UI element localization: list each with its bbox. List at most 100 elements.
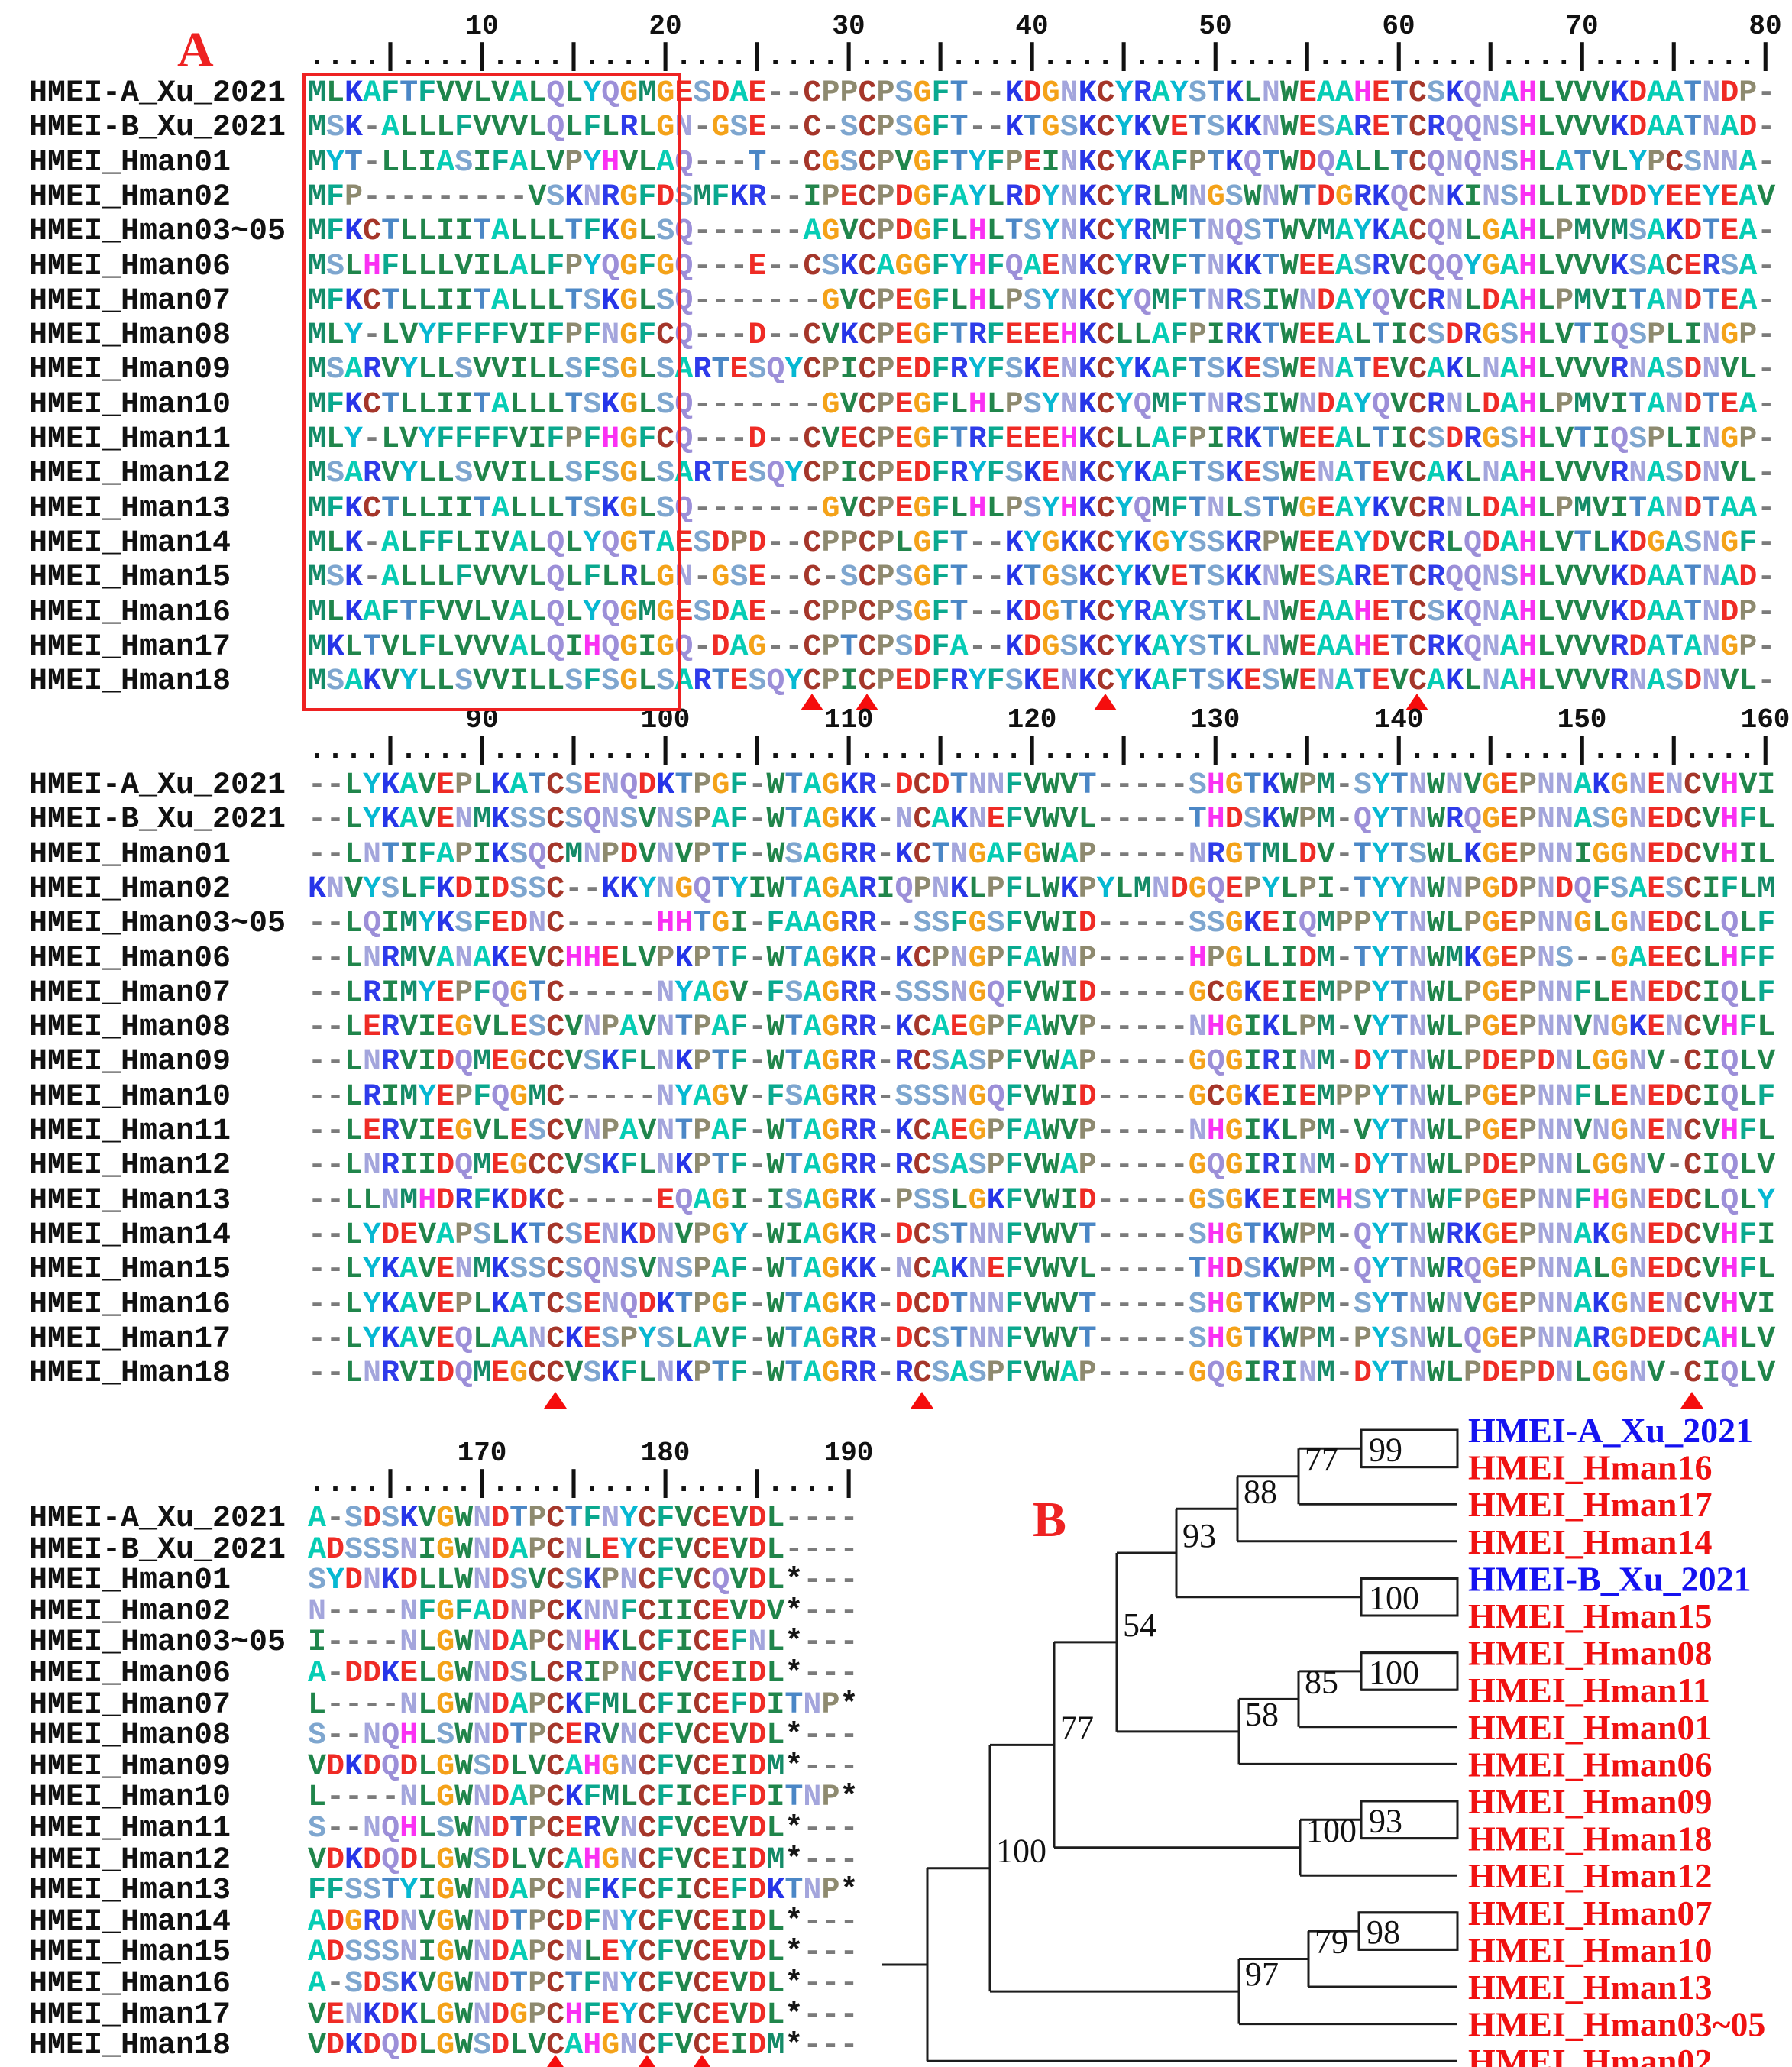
leaf-label: HMEI_Hman11 xyxy=(1468,1671,1710,1710)
ruler-number: 160 xyxy=(1740,704,1790,736)
sequence-row: --LYKAVEPLKATCSENQDKTPGF-WTAGKR-DCDTNNFV… xyxy=(308,1287,1776,1322)
sequence-row: N----NFGFADNPCKNNFCIICEVDV*--- xyxy=(308,1594,859,1629)
sequence-name-label: HMEI_Hman17 xyxy=(29,629,231,665)
leaf-label: HMEI_Hman17 xyxy=(1468,1485,1712,1524)
sequence-row: ADSSSNIGWNDAPCNLEYCFVCEVDL---- xyxy=(308,1532,859,1567)
bootstrap-value: 100 xyxy=(996,1832,1046,1870)
sequence-name-label: HMEI_Hman03~05 xyxy=(29,907,286,942)
sequence-row: A-SDSKVGWNDTPCTFNYCFVCEVDL*--- xyxy=(308,1967,859,2001)
sequence-row: MFKCTLLIITALLLTFKGLSQ------AGVCPDGFLHLTS… xyxy=(308,215,1776,250)
conserved-cysteine-marker-icon xyxy=(691,2055,713,2067)
leaf-label: HMEI_Hman12 xyxy=(1468,1856,1712,1895)
sequence-row: --LYKAVEQLAANCKESPYSLAVF-WTAGRR-DCSTNNFV… xyxy=(308,1321,1776,1357)
sequence-name-label: HMEI_Hman09 xyxy=(29,1045,231,1080)
sequence-name-label: HMEI_Hman02 xyxy=(29,180,231,215)
sequence-row: --LYDEVAPSLKTCSENKDNVPGY-WIAGKR-DCSTNNFV… xyxy=(308,1218,1776,1253)
sequence-row: MLK-ALFFLIVALQLYQGTAESDPD--CPPCPLGFT--KY… xyxy=(308,526,1776,561)
ruler-number: 180 xyxy=(640,1438,691,1469)
ruler-number: 50 xyxy=(1198,11,1232,42)
leaf-label: HMEI-B_Xu_2021 xyxy=(1468,1559,1752,1598)
sequence-name-label: HMEI-A_Xu_2021 xyxy=(29,1502,286,1536)
sequence-name-label: HMEI_Hman08 xyxy=(29,1719,231,1754)
sequence-row: --LNRVIDQMEGCCVSKFLNKPTF-WTAGRR-RCSASPFV… xyxy=(308,1045,1776,1080)
sequence-name-label: HMEI_Hman14 xyxy=(29,526,231,561)
sequence-name-label: HMEI-A_Xu_2021 xyxy=(29,76,286,111)
sequence-row: VENKDKLGWNDGPCHFEYCFVCEVDL*--- xyxy=(308,1997,859,2033)
sequence-row: FFSSTYIGWNDAPCNFKFCFICEFDKTNP* xyxy=(308,1874,859,1909)
sequence-row: MSK-ALLLFVVVLQLFLRLGN-GSE--C-SCPSGFT--KT… xyxy=(308,111,1776,146)
ruler-ticks: ....|....|....|....|....|....|....|....|… xyxy=(308,40,1775,74)
panel-a-label: A xyxy=(177,22,214,78)
ruler-number: 150 xyxy=(1557,704,1607,736)
sequence-row: --LRIMYEPFQGTC-----NYAGV-FSAGRR-SSSNGQFV… xyxy=(308,975,1776,1011)
sequence-name-label: HMEI_Hman14 xyxy=(29,1904,231,1939)
leaf-label: HMEI_Hman01 xyxy=(1468,1708,1712,1747)
sequence-name-label: HMEI_Hman07 xyxy=(29,283,231,319)
signal-peptide-highlight-box xyxy=(302,73,681,712)
sequence-name-label: HMEI_Hman13 xyxy=(29,1874,231,1909)
ruler-number: 120 xyxy=(1007,704,1057,736)
sequence-name-label: HMEI_Hman15 xyxy=(29,1253,231,1288)
sequence-name-label: HMEI_Hman18 xyxy=(29,2029,231,2064)
sequence-name-label: HMEI_Hman12 xyxy=(29,1149,231,1184)
sequence-row: MSAKVYLLSVVILLSFSGLSARTESQYCPICPEDFRYFSK… xyxy=(308,665,1776,700)
ruler-number: 10 xyxy=(465,11,499,42)
sequence-name-label: HMEI_Hman10 xyxy=(29,1781,231,1816)
sequence-row: MYT-LLIASIFALVPYHVLAQ---T--CGSCPVGFTYFPE… xyxy=(308,145,1776,180)
sequence-name-label: HMEI_Hman14 xyxy=(29,1218,231,1253)
sequence-row: MSARVYLLSVVILLSFSGLSARTESQYCPICPEDFRYFSK… xyxy=(308,457,1776,492)
conserved-cysteine-marker-icon xyxy=(544,2055,567,2067)
sequence-row: ADSSSNIGWNDAPCNLEYCFVCEVDL*--- xyxy=(308,1936,859,1971)
sequence-row: KNVYSLFKDIDSSC--KKYNGQTYIWTAGARIQPNKLPFL… xyxy=(308,872,1776,907)
conserved-cysteine-marker-icon xyxy=(636,2055,658,2067)
sequence-row: MSLHFLLLVILALFPYQGFGQ---E--CSKCAGGFYHFQA… xyxy=(308,249,1776,284)
panel-b-label: B xyxy=(1033,1492,1067,1548)
sequence-row: MFKCTLLIITALLLTSKGLSQ-------GVCPEGFLHLPS… xyxy=(308,387,1776,422)
bootstrap-value: 88 xyxy=(1244,1473,1277,1510)
ruler-number: 80 xyxy=(1748,11,1782,42)
sequence-row: --LRIMYEPFQGMC-----NYAGV-FSAGRR-SSSNGQFV… xyxy=(308,1079,1776,1114)
bootstrap-value: 58 xyxy=(1245,1696,1279,1733)
sequence-row: MLY-LVYFFFFVIFPFNGFCQ---D--CVKCPEGFTRFEE… xyxy=(308,319,1776,354)
bootstrap-value: 54 xyxy=(1123,1606,1156,1644)
sequence-name-label: HMEI-B_Xu_2021 xyxy=(29,1532,286,1567)
sequence-name-label: HMEI_Hman16 xyxy=(29,1287,231,1322)
sequence-name-label: HMEI_Hman13 xyxy=(29,1183,231,1218)
sequence-name-label: HMEI_Hman09 xyxy=(29,1749,231,1784)
bootstrap-value: 93 xyxy=(1369,1802,1402,1839)
bootstrap-value: 77 xyxy=(1305,1441,1338,1478)
sequence-row: VDKDQDLGWSDLVCAHGNCFVCEIDM*--- xyxy=(308,1749,859,1784)
bootstrap-value: 100 xyxy=(1369,1654,1419,1691)
sequence-row: S--NQHLSWNDTPCERVNCFVCEVDL*--- xyxy=(308,1719,859,1754)
sequence-row: S--NQHLSWNDTPCERVNCFVCEVDL*--- xyxy=(308,1812,859,1846)
sequence-row: MKLTVLFLVVVALQIHQGIGQ-DAG--CPTCPSDFA--KD… xyxy=(308,629,1776,665)
sequence-name-label: HMEI_Hman06 xyxy=(29,1657,231,1691)
sequence-name-label: HMEI-A_Xu_2021 xyxy=(29,768,286,803)
sequence-name-label: HMEI_Hman17 xyxy=(29,1997,231,2033)
sequence-name-label: HMEI_Hman02 xyxy=(29,1594,231,1629)
sequence-name-label: HMEI_Hman08 xyxy=(29,1011,231,1046)
leaf-label: HMEI_Hman18 xyxy=(1468,1820,1712,1858)
sequence-row: MLKAFTFVVLVALQLYQGMGESDAE--CPPCPSGFT--KD… xyxy=(308,76,1776,111)
sequence-row: --LERVIEGVLESCVNPAVNTPAF-WTAGRR-KCAEGPFA… xyxy=(308,1011,1776,1046)
sequence-name-label: HMEI_Hman01 xyxy=(29,837,231,872)
ruler-number: 60 xyxy=(1382,11,1415,42)
leaf-label: HMEI_Hman02 xyxy=(1468,2042,1712,2067)
sequence-row: MSARVYLLSVVILLSFSGLSARTESQYCPICPEDFRYFSK… xyxy=(308,353,1776,388)
sequence-row: --LYKAVENMKSSCSQNSVNSPAF-WTAGKK-NCAKNEFV… xyxy=(308,803,1776,838)
sequence-row: MFKCTLLIITALLLTSKGLSQ-------GVCPEGFLHLPS… xyxy=(308,283,1776,319)
sequence-name-label: HMEI_Hman11 xyxy=(29,1812,231,1846)
sequence-name-label: HMEI_Hman09 xyxy=(29,353,231,388)
leaf-label: HMEI_Hman03~05 xyxy=(1468,2005,1765,2044)
ruler-number: 130 xyxy=(1190,704,1240,736)
leaf-label: HMEI_Hman16 xyxy=(1468,1448,1712,1487)
ruler-number: 190 xyxy=(823,1438,874,1469)
leaf-label: HMEI_Hman07 xyxy=(1468,1894,1712,1933)
leaf-label: HMEI-A_Xu_2021 xyxy=(1468,1411,1753,1450)
sequence-name-label: HMEI_Hman18 xyxy=(29,1357,231,1392)
conserved-cysteine-marker-icon xyxy=(801,694,823,710)
bootstrap-value: 97 xyxy=(1245,1955,1279,1993)
sequence-row: ADGRDNVGWNDTPCDFNYCFVCEIDL*--- xyxy=(308,1904,859,1939)
sequence-row: --LNTIFAPIKSQCMNPDVNVPTF-WSAGRR-KCTNGAFG… xyxy=(308,837,1776,872)
sequence-name-label: HMEI_Hman07 xyxy=(29,975,231,1011)
